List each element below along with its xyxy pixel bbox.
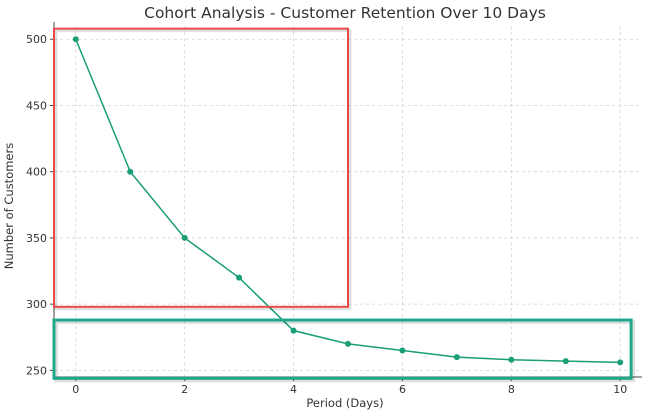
y-tick-label: 250 xyxy=(26,364,47,377)
x-tick-label: 0 xyxy=(72,383,79,396)
data-point xyxy=(508,356,515,363)
data-point xyxy=(236,274,243,281)
y-tick-label: 350 xyxy=(26,232,47,245)
x-tick-label: 4 xyxy=(290,383,297,396)
y-tick-label: 500 xyxy=(26,33,47,46)
data-point xyxy=(290,327,297,334)
data-point xyxy=(399,347,406,354)
data-point xyxy=(562,358,569,365)
data-point xyxy=(72,36,79,43)
data-series xyxy=(72,36,624,366)
data-point xyxy=(127,168,134,175)
y-tick-label: 450 xyxy=(26,99,47,112)
annotation-shadow xyxy=(54,320,636,383)
annotation-boxes xyxy=(52,27,636,383)
x-axis-ticks: 0 2 4 6 8 10 xyxy=(72,377,627,396)
y-axis-label: Number of Customers xyxy=(2,143,16,269)
data-point xyxy=(181,234,188,241)
chart-title: Cohort Analysis - Customer Retention Ove… xyxy=(144,4,546,22)
highlight-box-red xyxy=(53,27,349,308)
y-tick-label: 300 xyxy=(26,298,47,311)
x-tick-label: 2 xyxy=(181,383,188,396)
x-tick-label: 10 xyxy=(613,383,627,396)
x-tick-label: 8 xyxy=(508,383,515,396)
x-tick-label: 6 xyxy=(399,383,406,396)
data-point xyxy=(345,340,351,347)
data-point xyxy=(617,359,624,366)
y-axis-ticks: 250 300 350 400 450 500 xyxy=(26,33,54,377)
annotation-shadow xyxy=(54,29,352,311)
data-point xyxy=(453,354,460,361)
x-axis-label: Period (Days) xyxy=(306,396,383,410)
y-tick-label: 400 xyxy=(26,166,47,179)
highlight-box-green xyxy=(52,318,633,380)
